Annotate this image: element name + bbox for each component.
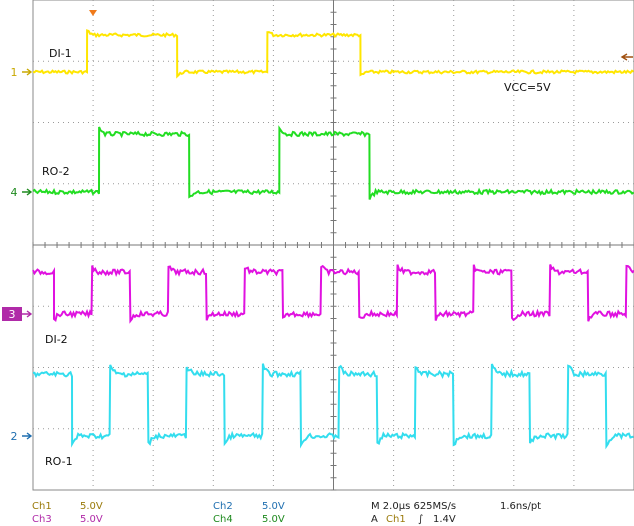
ch4-scale: 5.0V (262, 514, 285, 525)
svg-text:3: 3 (9, 308, 16, 321)
label-di-2: DI-2 (45, 333, 68, 346)
channel-3-marker[interactable]: 3 (2, 307, 33, 321)
trace-ch2 (32, 363, 634, 450)
svg-text:1: 1 (11, 66, 18, 79)
channel-2-marker[interactable]: 2 (11, 430, 33, 443)
channel-markers[interactable]: 1 4 3 2 (2, 10, 633, 443)
ch3-label: Ch3 (32, 514, 52, 525)
ch2-label: Ch2 (213, 501, 233, 512)
trigger-slope-icon: ∫ (418, 514, 424, 525)
trace-ch1 (32, 29, 634, 79)
trace-labels: DI-1 RO-2 DI-2 RO-1 VCC=5V (42, 47, 551, 468)
trigger-prefix: A (371, 514, 378, 525)
channel-4-marker[interactable]: 4 (11, 186, 33, 199)
ch1-scale: 5.0V (80, 501, 103, 512)
grid-lines (32, 0, 634, 491)
trigger-channel: Ch1 (386, 514, 406, 525)
ch2-scale: 5.0V (262, 501, 285, 512)
label-di-1: DI-1 (49, 47, 72, 60)
svg-text:2: 2 (11, 430, 18, 443)
trigger-position-icon (89, 10, 97, 16)
trace-ch3 (32, 264, 634, 324)
ch3-scale: 5.0V (80, 514, 103, 525)
svg-text:4: 4 (11, 186, 18, 199)
trace-ch4 (32, 125, 634, 200)
ch4-label: Ch4 (213, 514, 233, 525)
ch1-label: Ch1 (32, 501, 52, 512)
waveform-traces (32, 29, 634, 450)
trigger-level: 1.4V (433, 514, 456, 525)
channel-1-marker[interactable]: 1 (11, 66, 33, 79)
resolution-readout: 1.6ns/pt (500, 501, 542, 512)
trigger-level-icon (620, 53, 633, 61)
timebase-readout: M 2.0µs 625MS/s (371, 501, 457, 512)
label-ro-2: RO-2 (42, 165, 70, 178)
vcc-annotation: VCC=5V (504, 81, 551, 94)
label-ro-1: RO-1 (45, 455, 73, 468)
